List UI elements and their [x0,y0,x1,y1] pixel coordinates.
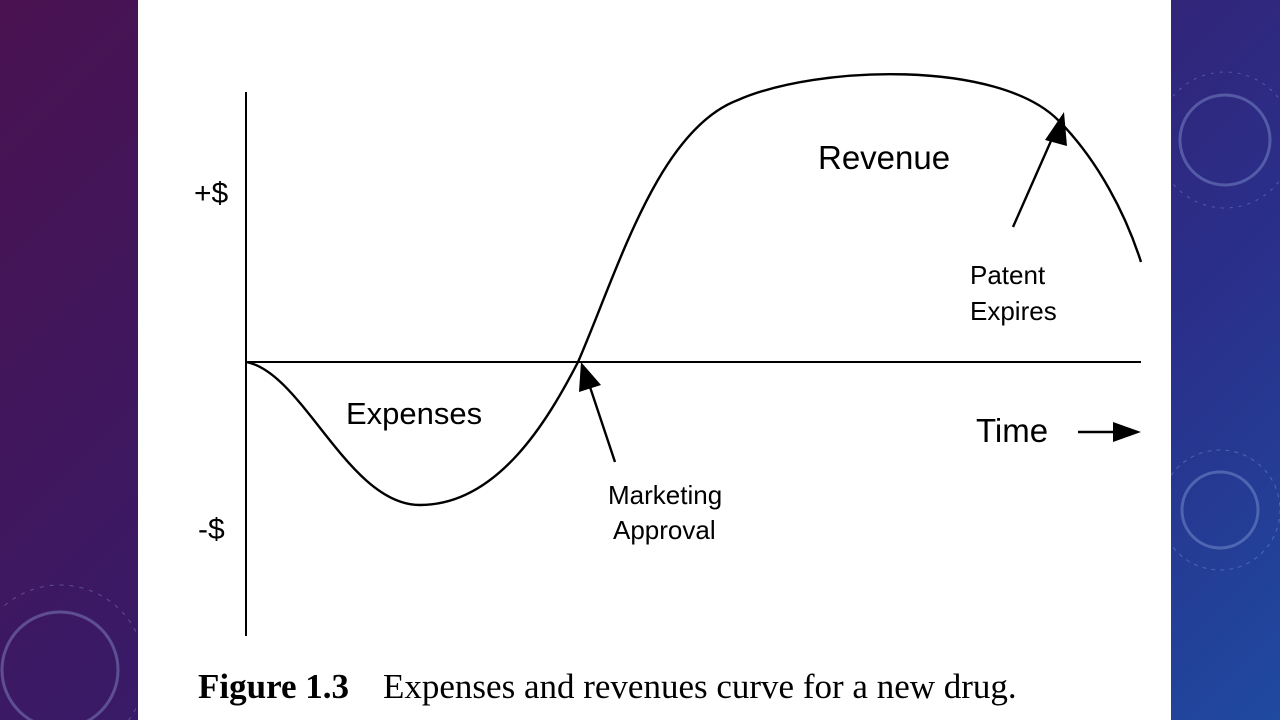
patent-arrowhead [1045,112,1067,146]
expenses-revenue-diagram [245,72,1143,636]
figure-caption: Figure 1.3 Expenses and revenues curve fo… [198,667,1017,707]
patent-expires-arrow [1011,124,1060,228]
patent-expires-label-line1: Patent [970,260,1046,290]
approval-arrowhead [579,362,601,392]
marketing-approval-arrow [585,377,617,463]
marketing-approval-label-line2: Approval [613,515,716,545]
time-label: Time [976,412,1049,449]
figure-number: Figure 1.3 [198,667,350,706]
cash-flow-curve [245,72,1143,507]
caption-text: Expenses and revenues curve for a new dr… [383,667,1017,706]
y-axis-negative-label: -$ [198,513,225,546]
expenses-label: Expenses [346,396,483,431]
y-axis-positive-label: +$ [194,177,229,210]
time-arrowhead [1113,422,1141,442]
marketing-approval-label-line1: Marketing [608,480,723,510]
patent-expires-label-line2: Expires [970,296,1057,326]
revenue-label: Revenue [818,139,951,176]
figure-panel: +$ -$ Revenue Expenses Time Patent Expir… [138,0,1171,720]
